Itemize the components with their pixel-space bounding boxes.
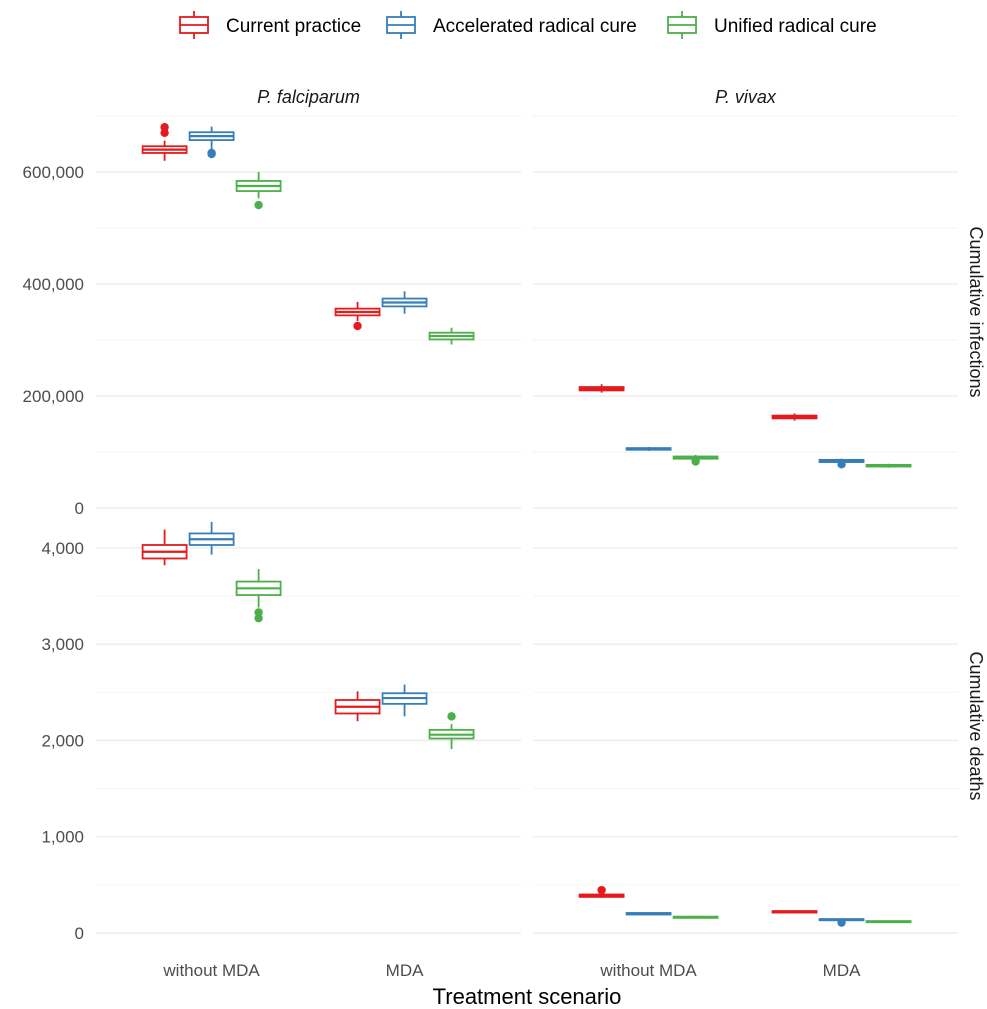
y-tick-label: 2,000 [41,731,84,750]
box-plot [188,126,235,159]
legend-item: Unified radical cure [667,11,877,39]
outlier-point [691,457,700,466]
box-plot [235,569,282,623]
y-tick-label: 4,000 [41,539,84,558]
box-plot [771,413,818,421]
box-plot [141,529,188,566]
box-plot [625,912,672,916]
outlier-point [597,885,606,895]
box-plot [334,301,381,331]
y-tick-label: 600,000 [23,163,84,182]
box-plot [381,684,428,717]
y-tick-label: 200,000 [23,387,84,406]
box-plot [235,172,282,210]
outlier-point [254,613,263,623]
chart-panels: 0 200,000 400,000 600,000 Cumulative infecti… [23,87,986,980]
outlier-point [837,918,846,927]
y-tick-label: 3,000 [41,635,84,654]
panel-grid [96,547,521,934]
facet-column-title: P. vivax [715,87,777,107]
x-tick-label: without MDA [599,961,697,980]
legend-item: Accelerated radical cure [386,11,637,39]
box-plot [381,291,428,314]
facet-column-title: P. falciparum [257,87,360,107]
y-tick-label: 400,000 [23,275,84,294]
legend: Current practice Accelerated radical cure… [179,11,877,39]
legend-item: Current practice [179,11,361,39]
outlier-point [447,712,456,721]
box-plot [818,918,865,927]
panel [141,521,475,750]
panel [578,384,912,469]
y-tick-label: 0 [75,499,84,518]
box-plot [428,712,475,750]
facet-row-label: Cumulative infections [966,226,986,397]
box-plot [865,463,912,468]
box-plot [141,123,188,161]
legend-label: Current practice [226,16,361,37]
legend-label: Accelerated radical cure [433,16,637,37]
box-plot [428,327,475,345]
panel-grid [96,115,521,509]
x-tick-label: MDA [386,961,424,980]
box-plot [578,384,625,393]
box-plot [672,454,719,466]
box-plot [625,446,672,451]
box-plot [672,915,719,919]
box-plot [865,920,912,924]
x-tick-label: without MDA [162,961,260,980]
outlier-point [207,149,216,159]
facet-row-label: Cumulative deaths [966,651,986,800]
box-plot [334,691,381,722]
outlier-point [160,128,169,137]
outlier-point [254,200,263,210]
legend-label: Unified radical cure [714,16,877,37]
y-tick-label: 1,000 [41,828,84,847]
outlier-point [254,608,263,617]
x-axis-title: Treatment scenario [433,984,622,1009]
y-tick-label: 0 [75,924,84,943]
box-plot [771,910,818,914]
box-plot [578,885,625,898]
outlier-point [353,321,362,331]
panel [141,123,475,345]
panel-grid [533,115,958,509]
box-plot [818,458,865,469]
panel [578,885,912,927]
panel-grid [533,547,958,934]
x-tick-label: MDA [823,961,861,980]
box-plot [188,521,235,555]
outlier-point [837,460,846,469]
